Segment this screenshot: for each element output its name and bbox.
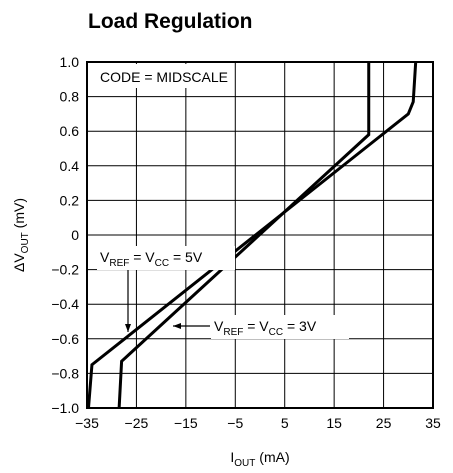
y-tick-label: −1.0	[51, 400, 79, 416]
y-tick-label: −0.8	[51, 365, 79, 381]
arrow-head	[125, 324, 131, 332]
x-tick-label: −15	[174, 415, 198, 431]
text-part: (mA)	[255, 449, 289, 465]
text-part: (mV)	[11, 198, 27, 232]
plot-frame	[86, 61, 434, 409]
x-tick-label: 25	[376, 415, 392, 431]
line-series	[86, 61, 418, 409]
legend-bg	[211, 315, 349, 339]
text-part: = V	[243, 318, 269, 334]
subscript: CC	[269, 327, 283, 338]
y-tick-label: 0	[71, 227, 79, 243]
text-part: = 5V	[169, 249, 203, 265]
x-tick-label: 15	[326, 415, 342, 431]
y-tick-label: −0.6	[51, 331, 79, 347]
label: IOUT (mA)	[230, 449, 289, 469]
subscript: OUT	[20, 232, 31, 253]
text-part: I	[230, 449, 234, 465]
x-tick-label: −25	[125, 415, 149, 431]
text-part: V	[100, 249, 110, 265]
arrow-head	[173, 323, 181, 329]
line-series	[117, 62, 371, 409]
subscript: OUT	[234, 458, 255, 469]
text-part: V	[214, 318, 224, 334]
y-tick-label: −0.2	[51, 262, 79, 278]
label: ΔVOUT (mV)	[11, 198, 31, 272]
y-tick-label: 0.8	[60, 89, 80, 105]
subscript: REF	[223, 327, 243, 338]
y-tick-label: 0.2	[60, 192, 80, 208]
label: VREF = VCC = 5V	[100, 249, 203, 269]
y-tick-label: 1.0	[60, 54, 80, 70]
legend-bg	[97, 246, 235, 270]
x-tick-label: −35	[75, 415, 99, 431]
y-tick-label: 0.6	[60, 123, 80, 139]
x-tick-label: 5	[281, 415, 289, 431]
y-tick-label: 0.4	[60, 158, 80, 174]
y-tick-label: −0.4	[51, 296, 79, 312]
x-tick-label: 35	[425, 415, 441, 431]
subscript: CC	[155, 258, 169, 269]
text-part: = 3V	[283, 318, 317, 334]
text-part: ΔV	[11, 253, 27, 272]
text-part: = V	[129, 249, 155, 265]
x-tick-label: −5	[227, 415, 243, 431]
subscript: REF	[109, 258, 129, 269]
annotation-bg	[94, 64, 234, 88]
annotation: CODE = MIDSCALE	[100, 69, 228, 85]
label: VREF = VCC = 3V	[214, 318, 317, 338]
chart-title: Load Regulation	[88, 10, 253, 33]
